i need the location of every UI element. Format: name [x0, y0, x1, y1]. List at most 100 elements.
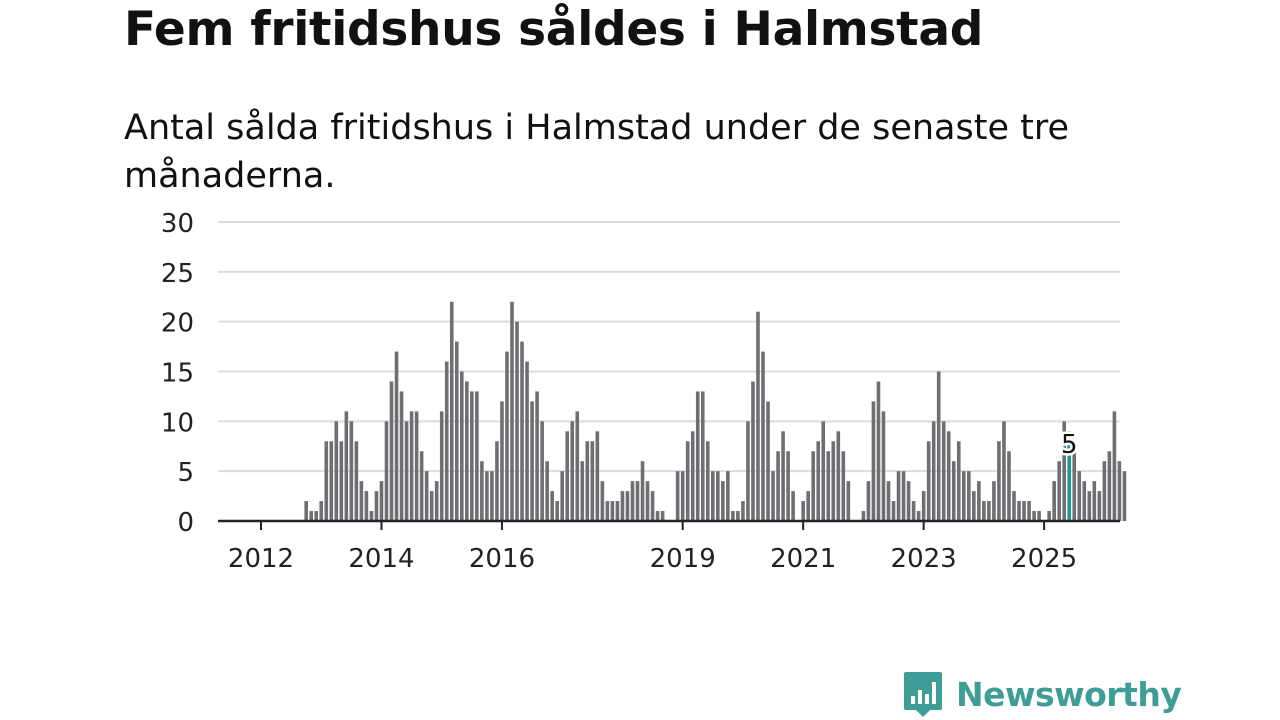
bar [951, 461, 956, 521]
bar [585, 441, 590, 521]
bar [685, 441, 690, 521]
bar [620, 491, 625, 521]
bar [931, 421, 936, 521]
bar [992, 481, 996, 521]
bar [1047, 511, 1051, 521]
bar [625, 491, 630, 521]
bar [1017, 501, 1021, 521]
bar [751, 381, 755, 521]
bar [605, 501, 610, 521]
bar [926, 441, 931, 521]
bar [595, 431, 600, 521]
bar [982, 501, 986, 521]
bar [821, 421, 826, 521]
bar [399, 391, 404, 521]
bar [826, 451, 831, 521]
bar [695, 391, 700, 521]
bar [339, 441, 344, 521]
bar [354, 441, 359, 521]
bar [635, 481, 640, 521]
bar [309, 511, 313, 521]
bar [690, 431, 695, 521]
bar [1057, 461, 1061, 521]
bar [846, 481, 851, 521]
bar [776, 451, 780, 521]
bar [344, 411, 349, 521]
bar [480, 461, 484, 521]
bar [485, 471, 489, 521]
bar [615, 501, 620, 521]
bars [304, 301, 1127, 521]
bar [906, 481, 911, 521]
bar [1097, 491, 1102, 521]
bar [896, 471, 901, 521]
bar [1052, 481, 1056, 521]
bar [389, 381, 394, 521]
bar [1032, 511, 1036, 521]
y-tick-label: 15 [161, 359, 194, 389]
bar [304, 501, 308, 521]
bar [424, 471, 429, 521]
bar [741, 501, 745, 521]
bar [545, 461, 549, 521]
gridlines [218, 221, 1120, 473]
bar [505, 351, 509, 521]
bar [465, 381, 469, 521]
highlight-value-label: 5 [1061, 430, 1078, 460]
bar [831, 441, 836, 521]
bar [610, 501, 615, 521]
x-axis-ticks: 2012 2014 2016 2019 2021 2023 2025 [228, 521, 1077, 574]
bar [766, 401, 770, 521]
bar [409, 411, 414, 521]
bar [731, 511, 735, 521]
bar [1092, 481, 1097, 521]
x-tick-label: 2014 [348, 544, 414, 574]
y-tick-label: 25 [161, 259, 194, 289]
bar [1077, 471, 1082, 521]
bar [495, 441, 499, 521]
bar [871, 401, 876, 521]
bar [866, 481, 871, 521]
bar [726, 471, 730, 521]
bar [434, 481, 439, 521]
bar [1112, 411, 1117, 521]
bar [379, 481, 384, 521]
bar [806, 491, 810, 521]
x-tick-label: 2019 [650, 544, 716, 574]
bar [359, 481, 364, 521]
bar [1027, 501, 1031, 521]
bar [736, 511, 740, 521]
bar [1082, 481, 1087, 521]
bar [565, 431, 570, 521]
y-tick-label: 30 [161, 209, 194, 239]
bar [801, 501, 805, 521]
bar [997, 441, 1001, 521]
y-tick-label: 20 [161, 309, 194, 339]
bar [349, 421, 354, 521]
y-tick-label: 5 [177, 458, 194, 488]
bar [319, 501, 324, 521]
chart-subtitle: Antal sålda fritidshus i Halmstad under … [124, 108, 1069, 196]
bar-highlight [1067, 431, 1072, 521]
bar [841, 451, 846, 521]
bar [705, 441, 710, 521]
bar [570, 421, 575, 521]
bar-chart-bubble-icon [904, 672, 942, 717]
bar [454, 341, 459, 521]
bar [962, 471, 966, 521]
bar [384, 421, 389, 521]
bar [972, 491, 976, 521]
bar [771, 471, 775, 521]
bar [515, 321, 519, 521]
bar [530, 401, 534, 521]
bar [640, 461, 645, 521]
chart-title: Fem fritidshus såldes i Halmstad [124, 2, 984, 57]
bar [560, 471, 564, 521]
bar [746, 421, 750, 521]
newsworthy-logo: Newsworthy [902, 670, 1182, 718]
bar [1002, 421, 1006, 521]
bar [861, 511, 866, 521]
bar [650, 491, 655, 521]
bar [811, 451, 815, 521]
bar [716, 471, 720, 521]
